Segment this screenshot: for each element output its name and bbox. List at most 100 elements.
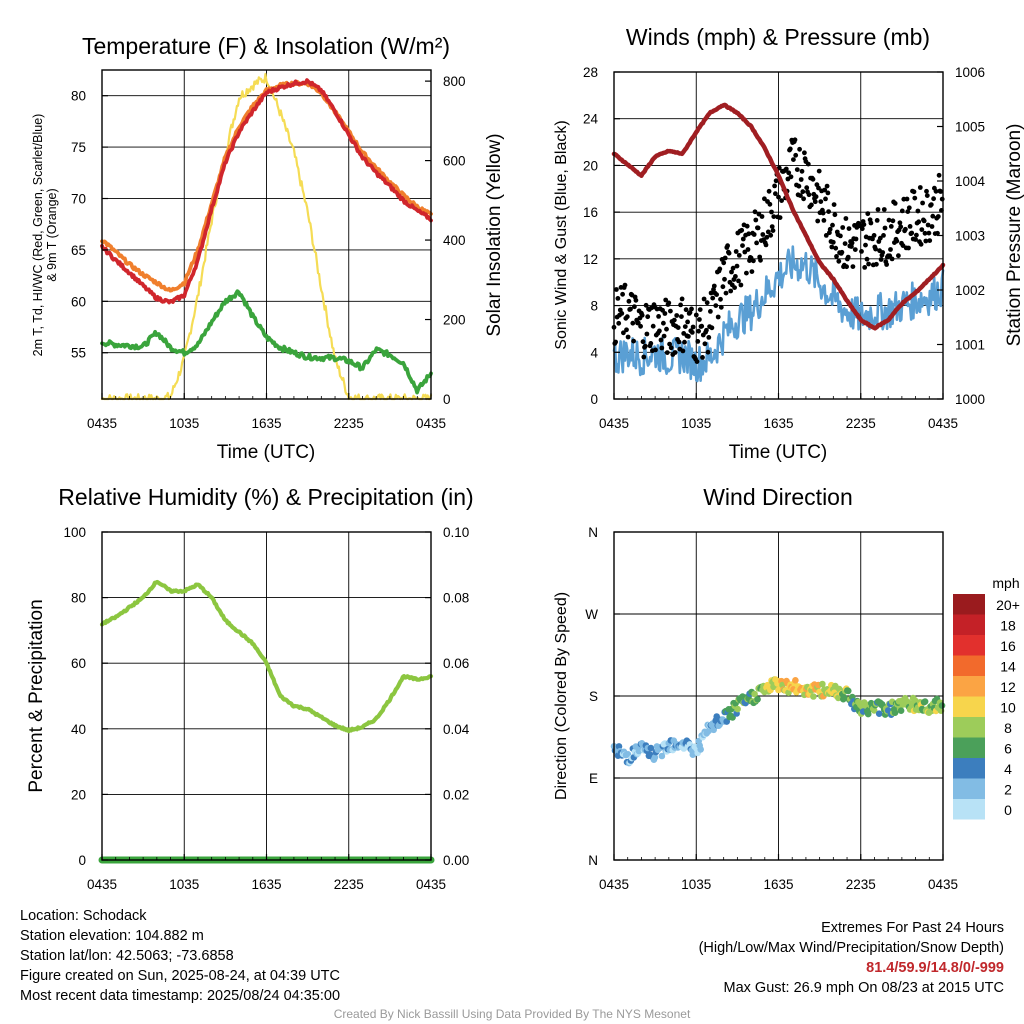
gust-point — [833, 245, 839, 251]
gust-point — [624, 327, 629, 333]
gust-point — [751, 258, 756, 264]
gust-point — [907, 224, 913, 229]
winds-ytick-label-right: 1005 — [955, 120, 985, 135]
winds-ytick-label: 8 — [590, 299, 598, 314]
gust-point — [823, 196, 828, 202]
temperature-xtick-label: 0435 — [87, 416, 117, 431]
gust-point — [839, 249, 845, 255]
colorbar-label: 16 — [1000, 638, 1016, 654]
gust-point — [706, 335, 712, 340]
winds-ytick-label: 28 — [583, 65, 598, 80]
gust-point — [929, 224, 935, 229]
colorbar-label: 12 — [1000, 679, 1016, 695]
winds-xtick-label: 1035 — [681, 416, 711, 431]
winds-ytick-label: 12 — [583, 252, 598, 267]
gust-point — [683, 307, 689, 313]
temperature-ytick-label: 60 — [71, 294, 86, 309]
gust-point — [722, 276, 727, 282]
humidity-grid — [102, 532, 431, 860]
gust-point — [924, 188, 929, 194]
direction-xtick-label: 1635 — [763, 877, 793, 892]
winds-ytick-label: 4 — [590, 345, 598, 360]
temperature-xtick-label: 1635 — [251, 416, 281, 431]
direction-point — [819, 680, 826, 688]
winds-ylabel-left: Sonic Wind & Gust (Blue, Black) — [553, 120, 570, 349]
gust-point — [843, 216, 849, 221]
gust-point — [708, 290, 714, 296]
gust-point — [753, 217, 759, 223]
gust-point — [695, 339, 701, 344]
gust-point — [829, 244, 835, 250]
direction-point — [658, 752, 666, 760]
gust-point — [658, 337, 664, 343]
gust-point — [788, 174, 794, 180]
gust-point — [760, 232, 766, 237]
created-text: Figure created on Sun, 2025-08-24, at 04… — [20, 968, 340, 984]
gust-point — [821, 218, 827, 223]
humidity-ytick-label-right: 0.06 — [443, 656, 469, 671]
gust-point — [638, 323, 643, 329]
gust-point — [625, 334, 631, 340]
winds-panel: 0435 1035 1635 2235 043504812162024281000100… — [553, 24, 1024, 463]
station-info: Location: Schodack Station elevation: 10… — [20, 906, 340, 1006]
gust-point — [715, 314, 721, 320]
gust-point — [797, 146, 802, 152]
gust-point — [921, 218, 927, 224]
gust-point — [766, 188, 772, 194]
gust-point — [813, 194, 819, 200]
gust-point — [866, 261, 871, 267]
gust-point — [721, 260, 727, 266]
gust-point — [630, 320, 636, 326]
winds-ylabel-right: Station Pressure (Maroon) — [1004, 124, 1024, 347]
gust-point — [925, 222, 931, 228]
gust-point — [890, 218, 896, 224]
gust-point — [771, 214, 777, 220]
gust-point — [661, 320, 666, 326]
colorbar-label: 8 — [1004, 720, 1012, 736]
gust-point — [882, 225, 888, 231]
temp-2m-line — [100, 78, 433, 305]
gust-point — [614, 287, 619, 292]
recent-text: Most recent data timestamp: 2025/08/24 0… — [20, 988, 341, 1004]
gust-point — [773, 191, 778, 197]
gust-point — [759, 214, 765, 219]
gust-point — [717, 266, 723, 272]
gust-point — [804, 185, 810, 191]
gust-point — [904, 196, 910, 202]
direction-points — [610, 676, 946, 767]
gust-point — [816, 185, 821, 191]
gust-point — [881, 233, 886, 238]
direction-point — [705, 727, 712, 735]
gust-point — [918, 241, 924, 247]
gust-point — [915, 208, 921, 214]
gust-point — [888, 247, 893, 252]
direction-xtick-label: 0435 — [928, 877, 958, 892]
gust-point — [714, 292, 719, 297]
gust-point — [696, 328, 701, 334]
gust-point — [632, 304, 637, 310]
pressure-line — [611, 102, 946, 331]
gust-point — [853, 236, 859, 242]
gust-point — [690, 324, 696, 330]
humidity-ytick-label: 60 — [71, 656, 86, 671]
gust-point — [822, 187, 828, 193]
gust-point — [830, 222, 835, 228]
humidity-axes: 0435 1035 1635 2235 04350204060801000.000.02… — [63, 525, 469, 892]
winds-xtick-label: 0435 — [599, 416, 629, 431]
gust-point — [800, 189, 806, 195]
colorbar-swatch — [953, 655, 985, 676]
colorbar-swatch — [953, 799, 985, 820]
colorbar-swatch — [953, 717, 985, 738]
colorbar-swatch — [953, 594, 985, 615]
direction-title: Wind Direction — [703, 484, 853, 510]
winds-ytick-label: 20 — [583, 158, 598, 173]
gust-point — [657, 328, 662, 334]
winds-xtick-label: 0435 — [928, 416, 958, 431]
gust-point — [928, 202, 934, 208]
gust-point — [810, 176, 816, 182]
gust-point — [679, 296, 685, 302]
colorbar-label: 0 — [1004, 802, 1012, 818]
gust-point — [687, 310, 693, 315]
